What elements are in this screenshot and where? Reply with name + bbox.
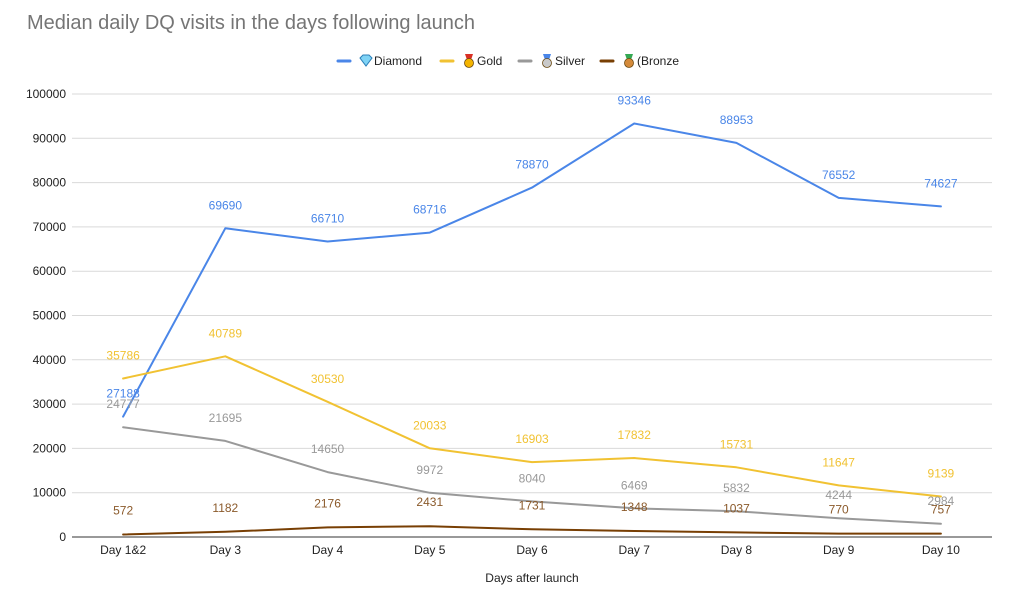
data-label-gold: 40789 [209,326,243,340]
data-label-diamond: 93346 [618,94,652,108]
y-tick-label: 40000 [33,353,67,367]
x-tick-label: Day 7 [619,543,651,557]
gridlines [72,93,992,538]
data-label-diamond: 68716 [413,203,447,217]
y-tick-label: 70000 [33,220,67,234]
data-label-silver: 5832 [723,481,750,495]
data-label-gold: 20033 [413,418,447,432]
y-tick-label: 30000 [33,397,67,411]
legend-label: Gold [477,54,502,68]
legend: Diamond Gold Silver (Bronze [336,54,679,68]
medal-icon [464,54,474,68]
data-label-silver: 6469 [621,478,648,492]
y-tick-label: 60000 [33,264,67,278]
chart-title: Median daily DQ visits in the days follo… [27,12,475,34]
x-tick-label: Day 9 [823,543,855,557]
x-tick-label: Day 1&2 [100,543,146,557]
x-tick-label: Day 4 [312,543,344,557]
x-tick-label: Day 10 [922,543,960,557]
medal-disc [542,58,552,68]
data-label-silver: 24777 [106,397,140,411]
data-label-bronze: 2431 [416,495,443,509]
data-label-bronze: 1348 [621,500,648,514]
data-label-silver: 2984 [928,494,955,508]
data-label-diamond: 66710 [311,212,345,226]
data-labels: 27188 69690 66710 68716 78870 93346 88953 76552… [106,94,957,518]
series-line-silver [122,426,942,525]
data-label-gold: 17832 [618,428,652,442]
medal-disc [464,58,474,68]
y-tick-label: 90000 [33,131,67,145]
data-label-gold: 9139 [928,467,955,481]
medal-icon [624,54,634,68]
data-label-bronze: 1037 [723,501,750,515]
legend-item-bronze: (Bronze [599,54,679,68]
series-line-gold [122,355,942,498]
legend-label: (Bronze [637,54,679,68]
data-label-diamond: 74627 [924,176,958,190]
data-label-gold: 30530 [311,372,345,386]
data-label-silver: 8040 [519,471,546,485]
diamond-gem-icon [359,54,373,67]
data-label-bronze: 1182 [212,501,238,515]
data-label-bronze: 770 [829,503,849,517]
data-label-gold: 35786 [106,349,140,363]
data-label-gold: 16903 [515,432,549,446]
medal-icon [542,54,552,68]
data-label-bronze: 1731 [519,498,546,512]
bronze-medal-icon [624,54,634,68]
data-label-diamond: 27188 [106,387,140,401]
y-tick-label: 50000 [33,309,67,323]
data-label-silver: 21695 [209,411,243,425]
y-tick-label: 10000 [33,486,67,500]
y-axis-ticks: 0 10000 20000 30000 40000 50000 60000 70000 8000… [26,87,66,544]
x-tick-label: Day 5 [414,543,446,557]
x-tick-label: Day 6 [516,543,548,557]
data-label-gold: 11647 [822,455,855,469]
medal-disc [624,58,634,68]
data-label-silver: 14650 [311,442,345,456]
x-axis-ticks: Day 1&2 Day 3 Day 4 Day 5 Day 6 Day 7 Day 8 Day… [100,543,960,557]
x-tick-label: Day 8 [721,543,753,557]
medal-ribbon [543,54,551,60]
data-label-diamond: 69690 [209,198,243,212]
gold-medal-icon [464,54,474,68]
legend-item-silver: Silver [517,54,585,68]
data-label-diamond: 76552 [822,168,856,182]
series-line-diamond [122,122,942,418]
y-tick-label: 100000 [26,87,66,101]
legend-label: Diamond [374,54,422,68]
x-tick-label: Day 3 [210,543,242,557]
data-label-diamond: 78870 [515,158,549,172]
legend-label: Silver [555,54,585,68]
data-label-gold: 15731 [720,437,754,451]
series-lines [122,122,942,536]
data-label-silver: 4244 [825,488,852,502]
silver-medal-icon [542,54,552,68]
y-tick-label: 0 [59,530,66,544]
legend-item-gold: Gold [439,54,502,68]
data-label-diamond: 88953 [720,113,754,127]
legend-item-diamond: Diamond [336,54,422,68]
data-label-bronze: 2176 [314,496,341,510]
y-tick-label: 20000 [33,441,67,455]
data-label-bronze: 572 [113,504,133,518]
medal-ribbon [625,54,633,60]
data-label-bronze: 757 [931,503,951,517]
y-tick-label: 80000 [33,176,67,190]
series-line-bronze [122,525,942,536]
data-label-silver: 9972 [416,463,443,477]
x-axis-title: Days after launch [485,571,578,585]
medal-ribbon [465,54,473,60]
